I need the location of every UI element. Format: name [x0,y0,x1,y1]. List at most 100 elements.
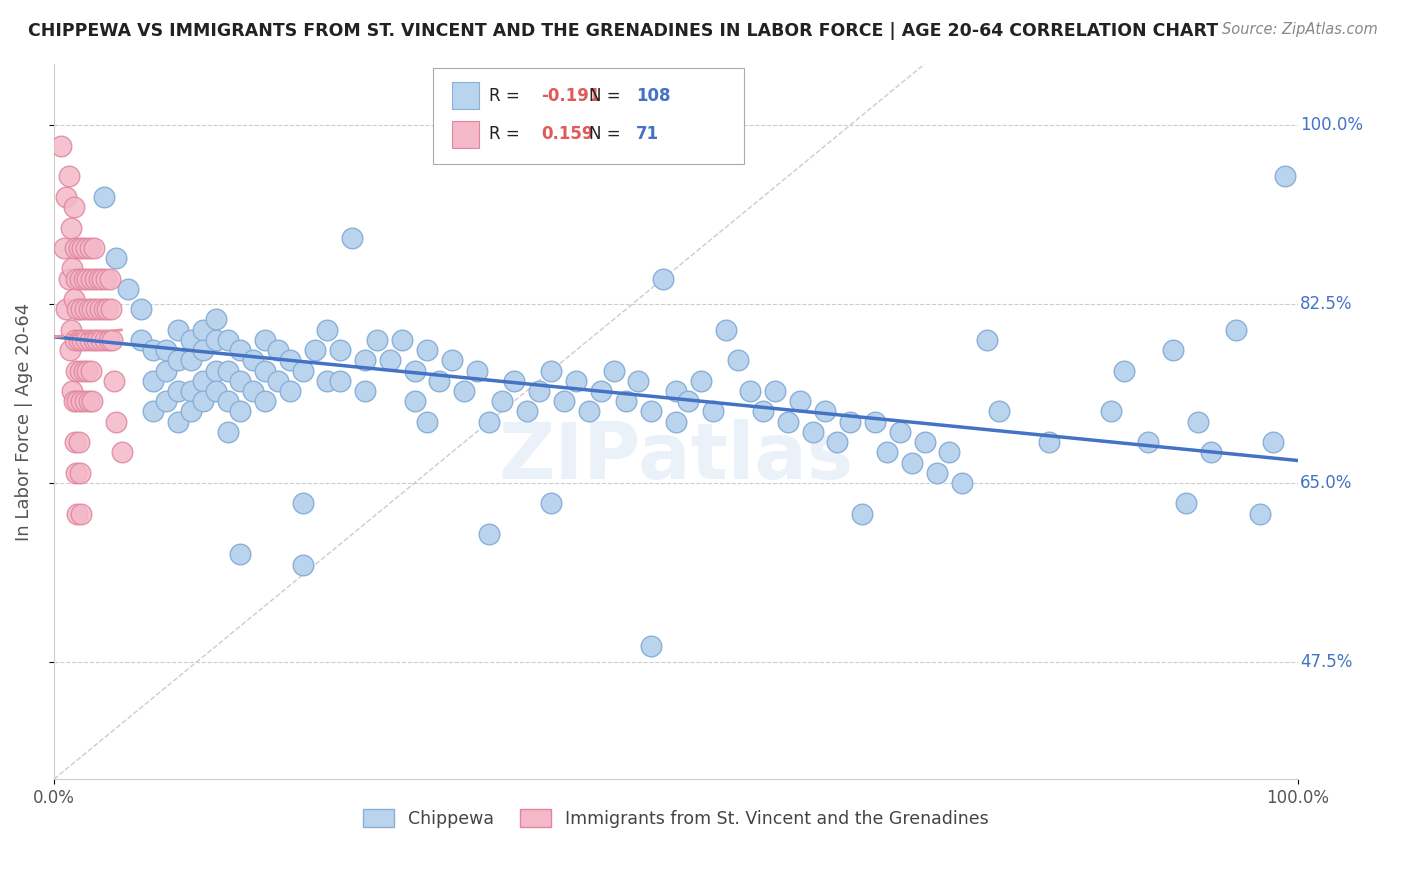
Point [87,271,110,285]
Point [79,241,101,255]
Point [976,333,998,347]
Point [267,374,290,388]
Point [752,404,775,418]
Point [665,415,688,429]
Point [89,302,111,317]
Point [1163,343,1185,358]
Point [602,363,624,377]
Point [863,415,886,429]
Point [77,302,100,317]
Point [291,496,314,510]
Point [105,251,128,265]
Point [191,323,214,337]
Point [103,374,125,388]
Point [229,548,252,562]
Point [627,374,650,388]
Point [155,343,177,358]
Point [79,333,101,347]
Point [66,302,89,317]
Point [416,415,439,429]
Point [789,394,811,409]
Point [65,363,87,377]
Point [60,220,83,235]
Point [69,466,91,480]
Point [167,323,190,337]
Point [217,425,239,439]
Point [763,384,786,398]
Point [167,415,190,429]
Point [204,363,226,377]
Point [51,138,73,153]
Point [67,302,90,317]
Text: 108: 108 [636,87,671,104]
Point [353,384,375,398]
Point [62,261,84,276]
Point [640,640,662,654]
Point [1174,496,1197,510]
Point [55,302,77,317]
Point [278,353,301,368]
Point [180,333,202,347]
Point [316,374,339,388]
Point [404,363,426,377]
Point [316,323,339,337]
Point [776,415,799,429]
Point [901,456,924,470]
Point [291,558,314,572]
Point [101,333,124,347]
FancyBboxPatch shape [433,68,744,164]
Point [204,333,226,347]
Point [84,302,107,317]
Point [440,353,463,368]
Text: N =: N = [589,87,626,104]
Point [180,404,202,418]
Point [60,323,83,337]
Point [67,333,90,347]
Point [167,353,190,368]
Point [714,323,737,337]
Text: 65.0%: 65.0% [1301,474,1353,492]
Point [94,333,117,347]
Point [702,404,724,418]
Point [217,394,239,409]
Point [67,435,90,450]
Point [155,363,177,377]
Point [83,271,105,285]
Point [86,333,108,347]
Point [69,363,91,377]
Point [527,384,550,398]
Point [155,394,177,409]
Point [58,271,80,285]
Point [366,333,388,347]
Point [515,404,537,418]
Point [73,271,96,285]
Point [1112,363,1135,377]
Text: Source: ZipAtlas.com: Source: ZipAtlas.com [1222,22,1378,37]
Point [304,343,326,358]
Point [640,404,662,418]
Point [69,271,91,285]
Text: R =: R = [489,87,526,104]
Point [82,302,104,317]
Point [614,394,637,409]
Point [478,415,501,429]
Bar [451,82,479,109]
Point [254,394,277,409]
Point [142,343,165,358]
Point [70,507,93,521]
Text: 82.5%: 82.5% [1301,295,1353,313]
Point [950,475,973,490]
Point [52,241,75,255]
Point [1137,435,1160,450]
Point [117,282,139,296]
Point [1199,445,1222,459]
Text: ZIPatlas: ZIPatlas [498,419,853,495]
Point [59,343,82,358]
Point [938,445,960,459]
Point [91,271,114,285]
Point [180,384,202,398]
Point [254,363,277,377]
Point [67,241,90,255]
Point [416,343,439,358]
Point [329,343,352,358]
